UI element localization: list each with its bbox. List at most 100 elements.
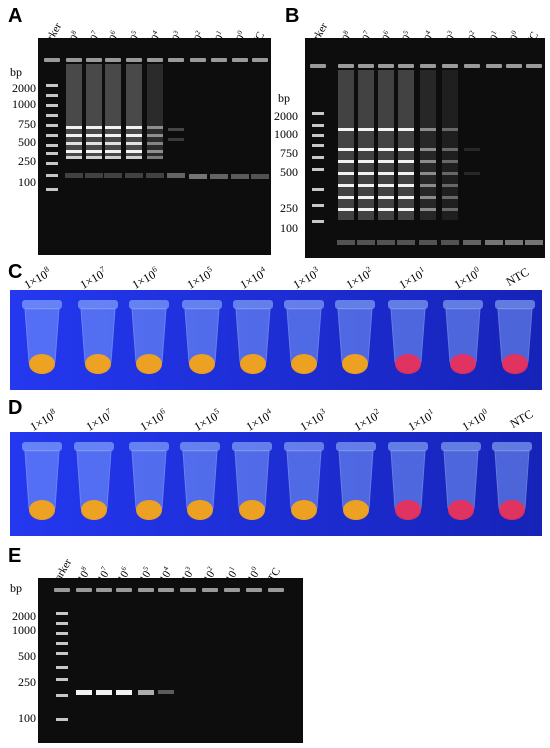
gel-band xyxy=(116,690,132,695)
gel-band xyxy=(126,142,142,145)
gel-band xyxy=(86,126,102,129)
gel-band xyxy=(147,156,163,159)
ladder-band xyxy=(46,124,58,127)
gel-band xyxy=(398,196,414,199)
gel-band xyxy=(442,172,458,175)
gel-well xyxy=(442,64,458,68)
ladder-band xyxy=(46,144,58,147)
panel-e-bp-unit: bp xyxy=(10,581,22,595)
ladder-band xyxy=(56,632,68,635)
tube-liquid xyxy=(239,500,265,520)
gel-band xyxy=(358,172,374,175)
pcr-tube xyxy=(284,442,324,520)
primer-dimer-band xyxy=(505,240,523,245)
tube-label: 1×101 xyxy=(396,264,426,292)
gel-well xyxy=(138,588,154,592)
gel-well xyxy=(54,588,70,592)
panel-a-letter: A xyxy=(8,5,23,27)
gel-band xyxy=(378,208,394,211)
gel-band xyxy=(96,690,112,695)
bp-marker-label: 250 xyxy=(280,201,298,215)
primer-dimer-band xyxy=(125,173,143,178)
gel-band xyxy=(358,160,374,163)
gel-well xyxy=(190,58,206,62)
panel-b-letter: B xyxy=(285,5,300,27)
pcr-tube xyxy=(336,442,376,520)
tube-label: 1×107 xyxy=(77,264,107,292)
gel-band xyxy=(76,690,92,695)
lane-smear xyxy=(358,70,374,220)
pcr-tube xyxy=(22,442,62,520)
gel-band xyxy=(358,128,374,131)
gel-well xyxy=(180,588,196,592)
gel-well xyxy=(147,58,163,62)
gel-svg xyxy=(305,38,545,258)
ladder-band xyxy=(46,188,58,191)
tube-liquid xyxy=(240,354,266,374)
gel-svg xyxy=(38,38,271,255)
gel-band xyxy=(105,126,121,129)
gel-band xyxy=(442,160,458,163)
bp-marker-label: 250 xyxy=(18,154,36,168)
gel-well xyxy=(86,58,102,62)
tube-liquid xyxy=(136,354,162,374)
primer-dimer-band xyxy=(441,240,459,245)
ladder-band xyxy=(46,174,58,177)
lane-smear xyxy=(442,70,458,220)
gel-band xyxy=(126,150,142,153)
tube-liquid xyxy=(291,500,317,520)
tube-liquid xyxy=(502,354,528,374)
gel-band xyxy=(378,172,394,175)
tube-label: 1×106 xyxy=(129,264,159,292)
bp-marker-label: 250 xyxy=(18,675,36,689)
gel-well xyxy=(116,588,132,592)
gel-svg xyxy=(38,578,303,743)
primer-dimer-band xyxy=(463,240,481,245)
gel-well xyxy=(486,64,502,68)
bp-marker-label: 750 xyxy=(18,117,36,131)
pcr-tube xyxy=(22,300,62,374)
gel-band xyxy=(86,134,102,137)
pcr-tube xyxy=(78,300,118,374)
tube-label: 1×100 xyxy=(459,406,489,434)
tube-liquid xyxy=(85,354,111,374)
bp-marker-label: 750 xyxy=(280,146,298,160)
tube-liquid xyxy=(499,500,525,520)
gel-well xyxy=(420,64,436,68)
ladder-band xyxy=(312,156,324,159)
pcr-tube xyxy=(232,442,272,520)
panel-e-gel-image xyxy=(38,578,303,743)
gel-band xyxy=(442,128,458,131)
primer-dimer-band xyxy=(377,240,395,245)
gel-band xyxy=(338,208,354,211)
tube-label: 1×100 xyxy=(451,264,481,292)
tube-liquid xyxy=(187,500,213,520)
tube-label: 1×108 xyxy=(21,264,51,292)
panel-a-gel-image xyxy=(38,38,271,255)
pcr-tube xyxy=(180,442,220,520)
tube-liquid xyxy=(395,500,421,520)
ladder-band xyxy=(312,124,324,127)
gel-band xyxy=(398,148,414,151)
tube-label: 1×105 xyxy=(191,406,221,434)
gel-well xyxy=(378,64,394,68)
gel-band xyxy=(86,150,102,153)
panel-b-bp-unit: bp xyxy=(278,91,290,105)
tube-liquid xyxy=(81,500,107,520)
gel-band xyxy=(378,196,394,199)
gel-band xyxy=(147,134,163,137)
gel-band xyxy=(442,196,458,199)
gel-band xyxy=(86,156,102,159)
bp-marker-label: 100 xyxy=(18,175,36,189)
lane-smear xyxy=(338,70,354,220)
gel-band xyxy=(126,156,142,159)
gel-well xyxy=(252,58,268,62)
tube-label: 1×101 xyxy=(405,406,435,434)
gel-well xyxy=(168,58,184,62)
bp-marker-label: 500 xyxy=(18,649,36,663)
gel-band xyxy=(420,148,436,151)
gel-band xyxy=(168,138,184,141)
ladder-band xyxy=(46,114,58,117)
ladder-band xyxy=(56,678,68,681)
tube-label: NTC xyxy=(507,406,536,431)
